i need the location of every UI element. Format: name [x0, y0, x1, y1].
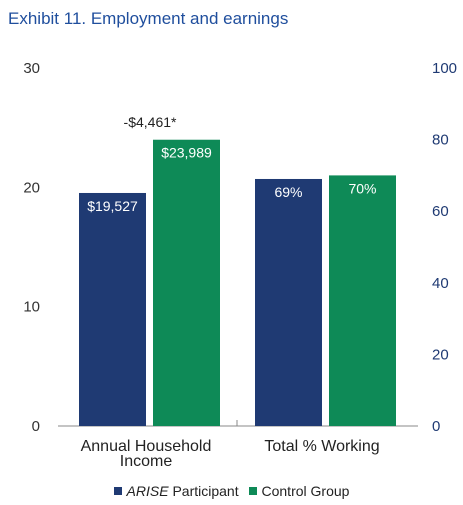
bar-annual-household-income-control-group — [153, 139, 220, 426]
category-label-annual-household-income-line-1: Income — [120, 453, 173, 470]
legend-item-control-group: Control Group — [248, 483, 350, 499]
legend-label-control-group: Control Group — [261, 483, 350, 499]
left-tick-label-20: 20 — [23, 179, 40, 196]
right-tick-label-20: 20 — [432, 346, 449, 363]
left-tick-label-0: 0 — [32, 418, 40, 435]
annotation-group: -$4,461* — [124, 114, 177, 130]
chart-title: Exhibit 11. Employment and earnings — [8, 9, 289, 28]
difference-annotation-0: -$4,461* — [124, 114, 177, 130]
legend-item-arise-participant: ARISE Participant — [113, 483, 239, 499]
legend-swatch-control-group — [248, 487, 257, 495]
category-label-total-working-line-0: Total % Working — [264, 438, 379, 455]
right-tick-label-60: 60 — [432, 203, 449, 220]
legend: ARISE Participant Control Group — [0, 482, 463, 499]
bar-annual-household-income-arise-participant — [79, 192, 146, 426]
category-label-annual-household-income-line-0: Annual Household — [81, 438, 212, 455]
data-label-total-working-arise-participant: 69% — [274, 184, 302, 200]
left-tick-label-10: 10 — [23, 299, 40, 316]
data-label-total-working-control-group: 70% — [348, 180, 376, 196]
bar-total-working-arise-participant — [255, 178, 322, 426]
left-tick-label-30: 30 — [23, 60, 40, 77]
right-tick-label-0: 0 — [432, 418, 440, 435]
right-tick-label-80: 80 — [432, 132, 449, 149]
right-tick-label-100: 100 — [432, 60, 457, 77]
legend-label-rest: Participant — [168, 483, 239, 499]
right-tick-label-40: 40 — [432, 275, 449, 292]
right-axis: 0 20 40 60 80 100 — [432, 60, 457, 435]
bar-group: $19,527 $23,989 69% 70% — [79, 139, 396, 426]
legend-swatch-arise-participant — [113, 487, 122, 495]
bar-total-working-control-group — [329, 175, 396, 426]
left-axis: 0 10 20 30 — [23, 60, 40, 435]
data-label-annual-household-income-arise-participant: $19,527 — [87, 198, 138, 214]
data-label-annual-household-income-control-group: $23,989 — [161, 145, 212, 161]
legend-label-italic: ARISE — [126, 483, 169, 499]
